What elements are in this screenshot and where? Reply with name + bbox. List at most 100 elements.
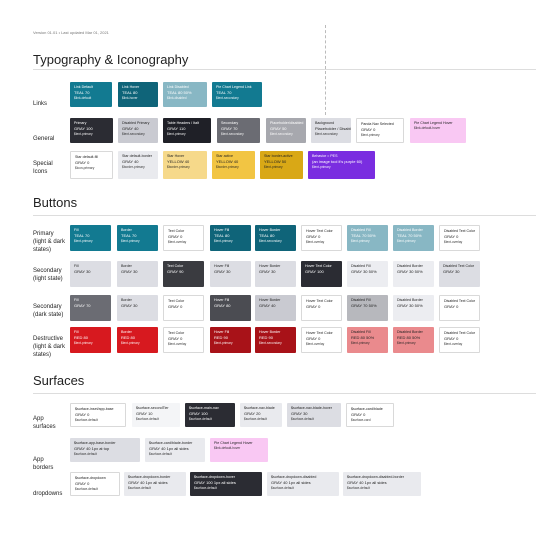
swatch-sub: $text-secondary (259, 239, 282, 243)
row-label-button: Primary (light & dark states) (33, 231, 66, 253)
swatch-sub: $text-secondary (122, 132, 145, 136)
color-swatch: Table Headers / Italt GRAY 110 $text-prima… (163, 118, 211, 143)
swatch-value: GRAY 0 (75, 481, 90, 486)
swatch-name: Hover Text Color (306, 299, 333, 303)
swatch-value: TEAL 70 (74, 90, 90, 95)
swatch-sub: $text-overlay (168, 342, 187, 346)
color-swatch: Behavior = PES (an image tool it's purple… (308, 151, 375, 179)
swatch-name: Disabled Fill (351, 264, 371, 268)
swatch-value: GRAY 110 (167, 126, 186, 131)
swatch-value: TEAL 80 50% (167, 90, 192, 95)
swatch-sub: $text-primary (214, 239, 233, 243)
swatch-name: Hover Border (259, 298, 281, 302)
swatch-value: GRAY 30 50% (397, 303, 423, 308)
swatch-value: RED 80 50% (397, 335, 421, 340)
swatch-name: Disabled Fill (351, 228, 371, 232)
swatch-sub: $surface-card (351, 418, 371, 422)
swatch-name: Border (121, 228, 132, 232)
swatch-name: Link Default (74, 85, 93, 89)
section-divider (33, 393, 536, 394)
swatch-value: TEAL 80 (122, 90, 138, 95)
swatch-value: TEAL 80 (214, 233, 230, 238)
color-swatch: Hover Text Color GRAY 0 $text-overlay (301, 225, 342, 251)
swatch-value: GRAY 0 (75, 412, 90, 417)
color-swatch: Hover Border RED 90 $text-secondary (255, 327, 296, 353)
swatch-sub: $surface-default (75, 418, 98, 422)
swatch-value: GRAY 40 1px all sides (128, 480, 168, 485)
swatch-sub: $text-primary (351, 239, 370, 243)
swatch-name: $surface-main-nav (189, 406, 219, 410)
section-title-typography: Typography & Iconography (33, 52, 189, 67)
swatch-sub: $link-hover (122, 96, 138, 100)
swatch-value: GRAY 30 (291, 411, 308, 416)
swatch-value: GRAY 40 1px all sides (347, 480, 387, 485)
swatch-sub: $surface-default (291, 417, 314, 421)
swatch-sub: $border-primary (167, 165, 190, 169)
swatch-value: TEAL 70 50% (351, 233, 376, 238)
swatch-value: RED 80 (74, 335, 89, 340)
swatch-sub: $border-primary (122, 165, 145, 169)
swatch-value: TEAL 70 (216, 90, 232, 95)
color-swatch: Primary GRAY 100 $text-primary (70, 118, 113, 143)
swatch-name: Placeholder/disabled (270, 121, 304, 125)
swatch-sub: $text-secondary (216, 96, 239, 100)
swatch-name: $surface-dropdown-disabled (271, 475, 317, 479)
color-swatch: Star default-fill GRAY 0 $icon-primary (70, 151, 113, 179)
swatch-name: Hover Text Color (306, 229, 333, 233)
swatch-value: (an image tool it's purple 60) (312, 159, 363, 164)
color-swatch: Hover Fill GRAY 30 (210, 261, 251, 287)
color-swatch: Disabled Text Color GRAY 0 (439, 295, 480, 321)
swatch-name: Hover Text Color (305, 264, 332, 268)
swatch-value: TEAL 70 (121, 233, 137, 238)
section-divider (33, 215, 536, 216)
swatch-sub: $text-secondary (259, 341, 282, 345)
color-swatch: Star active YELLOW 40 $border-primary (212, 151, 255, 179)
swatch-value: YELLOW 50 (264, 159, 287, 164)
swatch-sub: $text-primary (121, 341, 140, 345)
swatch-sub: $border-primary (216, 165, 239, 169)
color-swatch: Pie Chart Legend Hover $link-default-hove… (410, 118, 466, 143)
swatch-name: Hover Border (259, 228, 281, 232)
row-label-button: Destructive (light & dark states) (33, 336, 66, 358)
color-swatch: Hover Text Color GRAY 100 (301, 261, 342, 287)
swatch-sub: $text-secondary (270, 132, 293, 136)
swatch-name: Hover Fill (214, 298, 230, 302)
swatch-name: Fill (74, 330, 79, 334)
swatch-name: Primary (74, 121, 87, 125)
swatch-value: GRAY 40 1px all sides (149, 446, 189, 451)
swatch-name: $surface-secondTier (136, 406, 169, 410)
color-swatch: $surface-dropdown-hover GRAY 100 1px all … (190, 472, 262, 496)
swatch-value: GRAY 0 (444, 234, 459, 239)
swatch-value: GRAY 30 50% (397, 269, 423, 274)
color-swatch: Disabled Text Color GRAY 30 (439, 261, 480, 287)
swatch-value: GRAY 0 (168, 304, 183, 309)
color-swatch: Star border-active YELLOW 50 $text-primary (260, 151, 303, 179)
swatch-name: Disabled Border (397, 228, 423, 232)
swatch-value: RED 80 50% (351, 335, 375, 340)
swatch-name: $surface-dropdown-disabled-border (347, 475, 404, 479)
swatch-name: Text Color (168, 331, 185, 335)
row-label-special-icons: Special Icons (33, 161, 53, 175)
swatch-value: RED 90 (259, 335, 274, 340)
color-swatch: Disabled Border TEAL 70 50% $text-primary (393, 225, 434, 251)
swatch-sub: $text-secondary (221, 132, 244, 136)
swatch-value: GRAY 0 (351, 412, 366, 417)
swatch-name: $surface-nav-blade-hover (291, 406, 332, 410)
swatch-name: Fill (74, 228, 79, 232)
swatch-sub: $link-disabled (167, 96, 187, 100)
swatch-sub: $text-primary (167, 132, 186, 136)
color-swatch: Hover Fill RED 90 $text-primary (210, 327, 251, 353)
swatch-sub: $surface-default (74, 452, 97, 456)
color-swatch: Link Default TEAL 70 $link-default (70, 82, 112, 107)
swatch-name: $surface-dropdown (75, 476, 106, 480)
color-swatch: Disabled Text Color GRAY 0 $text-overlay (439, 327, 480, 353)
swatch-value: GRAY 50 (270, 126, 287, 131)
swatch-sub: $surface-default (271, 486, 294, 490)
swatch-name: Disabled Fill (351, 330, 371, 334)
swatch-value: GRAY 40 (259, 303, 276, 308)
color-swatch: Fill GRAY 70 (70, 295, 111, 321)
swatch-name: Hover Border (259, 264, 281, 268)
swatch-name: Disabled Text Color (444, 229, 476, 233)
